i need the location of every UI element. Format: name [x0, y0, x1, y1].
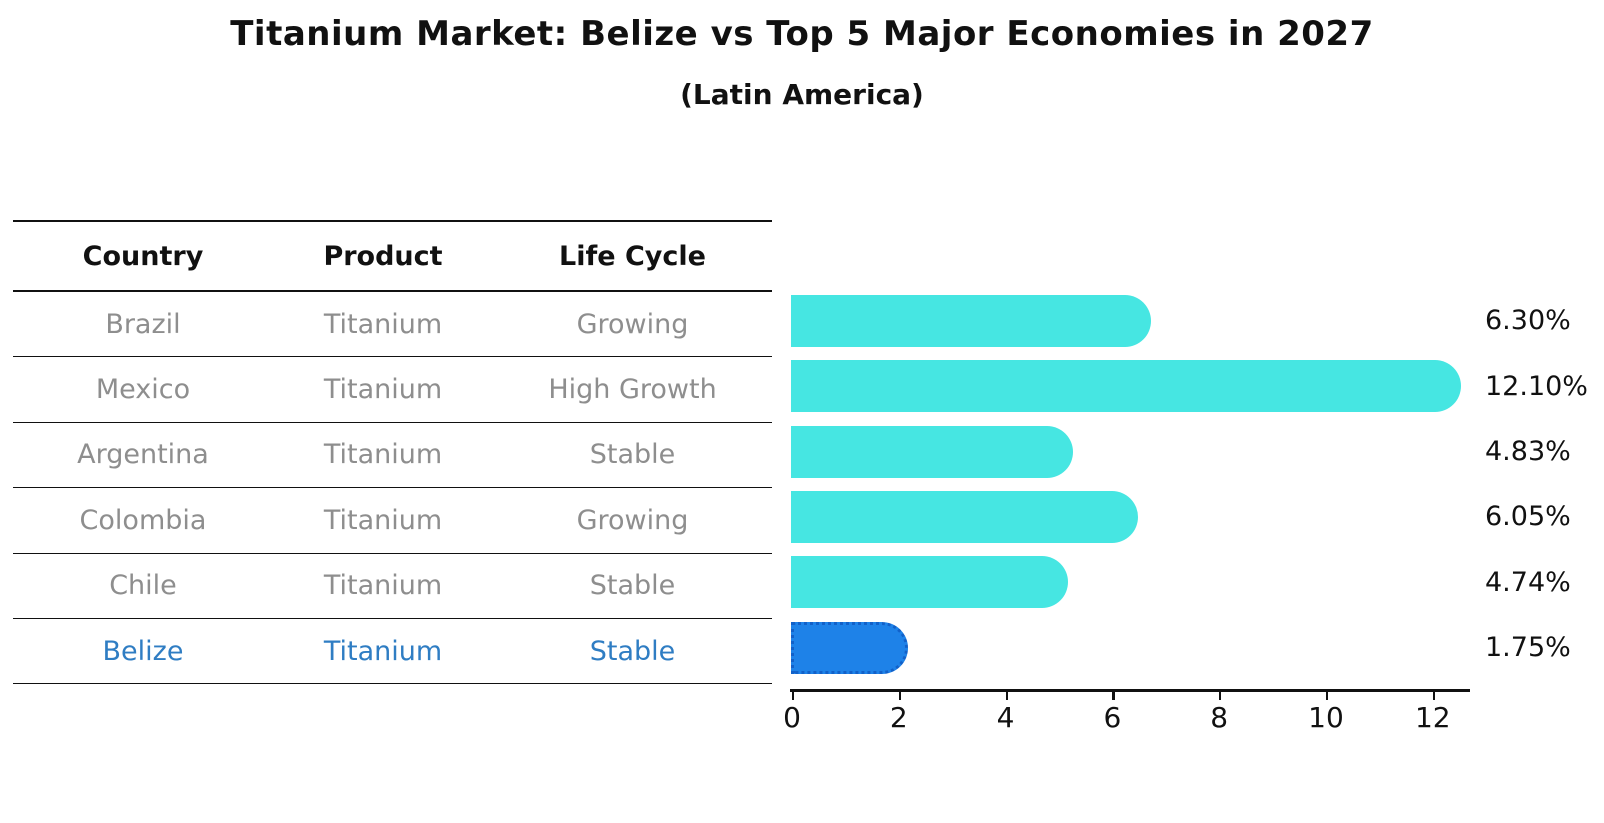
x-tick-label-6: 6 — [1103, 701, 1122, 734]
value-label-belize: 1.75% — [1485, 632, 1571, 664]
x-tick-mark-4 — [1005, 691, 1008, 700]
x-axis-line — [790, 689, 1470, 692]
col-header-product: Product — [323, 240, 443, 272]
chart-title: Titanium Market: Belize vs Top 5 Major E… — [230, 14, 1374, 54]
x-tick-label-8: 8 — [1210, 701, 1229, 734]
x-tick-label-10: 10 — [1308, 701, 1344, 734]
cell-product: Titanium — [323, 374, 443, 406]
x-tick-label-4: 4 — [996, 701, 1015, 734]
table-row-brazil: Brazil Titanium Growing — [13, 292, 772, 358]
value-label-mexico: 12.10% — [1485, 370, 1588, 402]
cell-life-cycle: Growing — [576, 308, 689, 340]
x-tick-mark-6 — [1112, 691, 1115, 700]
table-row-colombia: Colombia Titanium Growing — [13, 488, 772, 554]
cell-life-cycle: Stable — [589, 439, 676, 471]
bar-mexico — [791, 360, 1462, 413]
x-tick-mark-2 — [898, 691, 901, 700]
x-tick-mark-0 — [792, 691, 795, 700]
cell-product: Titanium — [323, 504, 443, 536]
table-row-belize: Belize Titanium Stable — [13, 619, 772, 685]
x-tick-label-0: 0 — [783, 701, 801, 734]
cell-life-cycle: Growing — [576, 504, 689, 536]
cell-life-cycle: Stable — [589, 570, 676, 602]
table-row-chile: Chile Titanium Stable — [13, 554, 772, 619]
cell-country: Belize — [102, 635, 184, 667]
x-tick-mark-10 — [1326, 691, 1329, 700]
cell-life-cycle: Stable — [589, 635, 676, 667]
value-label-argentina: 4.83% — [1485, 435, 1571, 467]
col-header-life-cycle: Life Cycle — [559, 240, 706, 272]
chart-subtitle: (Latin America) — [680, 78, 924, 111]
bar-belize — [791, 621, 909, 674]
cell-product: Titanium — [323, 635, 443, 667]
bar-chile — [791, 556, 1069, 609]
cell-life-cycle: High Growth — [548, 374, 717, 406]
col-header-country: Country — [82, 240, 204, 272]
table-row-argentina: Argentina Titanium Stable — [13, 423, 772, 489]
value-label-colombia: 6.05% — [1485, 501, 1571, 533]
x-tick-mark-8 — [1219, 691, 1222, 700]
country-table: Country Product Life Cycle Brazil Titaniu… — [13, 220, 772, 685]
cell-country: Mexico — [95, 374, 191, 406]
cell-product: Titanium — [323, 570, 443, 602]
bar-brazil — [791, 294, 1152, 347]
cell-country: Brazil — [105, 308, 181, 340]
x-tick-label-2: 2 — [889, 701, 908, 734]
cell-country: Argentina — [77, 439, 209, 471]
cell-country: Colombia — [79, 504, 207, 536]
bar-argentina — [791, 425, 1073, 478]
value-label-chile: 4.74% — [1485, 566, 1571, 598]
cell-country: Chile — [109, 570, 177, 602]
bar-colombia — [791, 490, 1139, 543]
cell-product: Titanium — [323, 439, 443, 471]
x-tick-mark-12 — [1432, 691, 1435, 700]
cell-product: Titanium — [323, 308, 443, 340]
table-header-row: Country Product Life Cycle — [13, 220, 772, 292]
x-tick-label-12: 12 — [1414, 701, 1451, 734]
table-body: Brazil Titanium Growing Mexico Titanium High … — [13, 292, 772, 685]
value-label-brazil: 6.30% — [1485, 305, 1571, 337]
table-row-mexico: Mexico Titanium High Growth — [13, 357, 772, 423]
